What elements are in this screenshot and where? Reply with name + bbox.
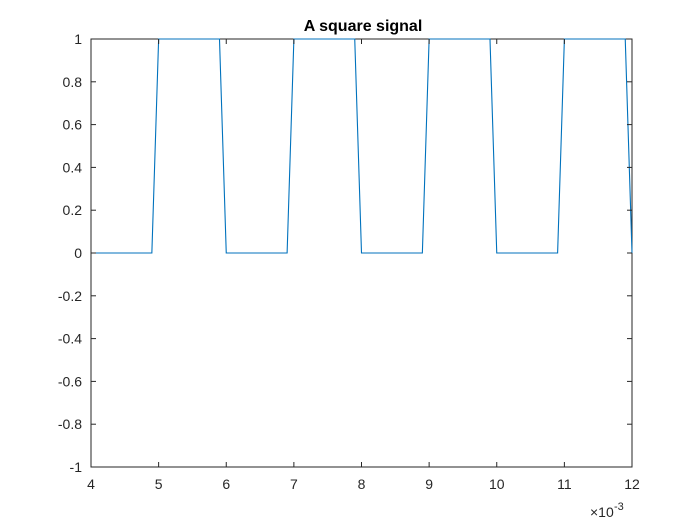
x-tick-label: 7 bbox=[290, 476, 298, 492]
x-tick-label: 10 bbox=[489, 476, 505, 492]
y-tick-label: 0 bbox=[74, 245, 82, 261]
x-tick-label: 11 bbox=[557, 476, 572, 492]
x-scale-base: ×10 bbox=[590, 504, 614, 520]
y-tick-label: 0.6 bbox=[63, 117, 83, 133]
x-tick-label: 12 bbox=[624, 476, 640, 492]
y-tick-label: -0.4 bbox=[58, 331, 82, 347]
plot-area bbox=[90, 38, 633, 468]
x-tick-label: 9 bbox=[425, 476, 433, 492]
x-scale-factor: ×10 -3 bbox=[590, 501, 624, 520]
y-tick-label: 1 bbox=[74, 31, 82, 47]
y-axis: -1 -0.8 -0.6 -0.4 -0.2 0 0.2 0.4 0.6 0.8 1 bbox=[58, 31, 632, 475]
y-tick-label: 0.4 bbox=[63, 159, 83, 175]
y-tick-label: -0.6 bbox=[58, 373, 82, 389]
y-tick-label: 0.2 bbox=[63, 202, 83, 218]
x-tick-label: 6 bbox=[222, 476, 230, 492]
y-tick-label: 0.8 bbox=[63, 74, 83, 90]
x-scale-exponent: -3 bbox=[614, 501, 624, 513]
x-tick-label: 5 bbox=[155, 476, 163, 492]
y-tick-label: -0.8 bbox=[58, 416, 82, 432]
series-line bbox=[91, 38, 633, 254]
x-tick-label: 4 bbox=[87, 476, 95, 492]
x-tick-label: 8 bbox=[358, 476, 366, 492]
x-axis: 4 5 6 7 8 9 10 11 12 bbox=[87, 39, 640, 492]
y-tick-label: -1 bbox=[70, 459, 83, 475]
chart-title: A square signal bbox=[304, 18, 423, 35]
y-tick-label: -0.2 bbox=[58, 288, 82, 304]
